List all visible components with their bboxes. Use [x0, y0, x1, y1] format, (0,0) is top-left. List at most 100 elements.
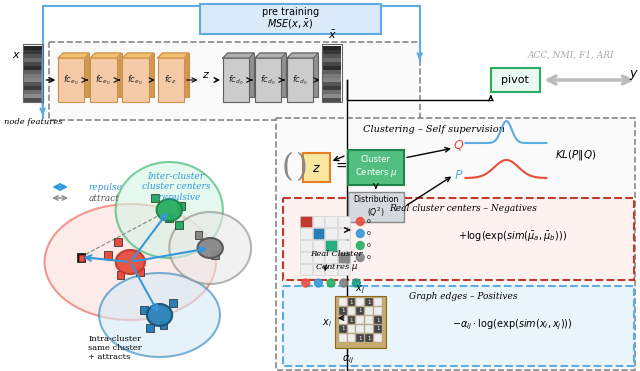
Text: Real cluster centers – Negatives: Real cluster centers – Negatives — [390, 204, 538, 213]
Bar — [323, 66, 340, 69]
Ellipse shape — [340, 279, 348, 287]
Bar — [323, 50, 340, 53]
Text: 0: 0 — [367, 255, 371, 260]
Bar — [24, 82, 42, 85]
Bar — [365, 298, 373, 306]
Text: $fc_{e_0}$: $fc_{e_0}$ — [63, 73, 79, 87]
Text: 1: 1 — [376, 318, 380, 322]
Bar — [300, 240, 312, 251]
Bar — [300, 228, 312, 239]
Bar — [491, 68, 540, 92]
Text: =: = — [336, 160, 348, 174]
Bar — [356, 316, 364, 324]
Bar — [24, 94, 42, 98]
Bar — [24, 70, 42, 73]
Bar — [24, 86, 42, 89]
Text: ): ) — [296, 152, 308, 184]
Bar — [374, 325, 381, 333]
Text: $Q$: $Q$ — [453, 138, 465, 152]
Text: (: ( — [281, 152, 293, 184]
Text: pre training
$MSE(x,\bar{x})$: pre training $MSE(x,\bar{x})$ — [262, 7, 319, 32]
Bar — [323, 82, 340, 85]
Bar — [260, 53, 286, 97]
Text: Clustering – Self supervision: Clustering – Self supervision — [364, 125, 505, 134]
Bar — [374, 307, 381, 315]
Text: 1: 1 — [341, 309, 344, 313]
Ellipse shape — [169, 212, 251, 284]
Bar — [90, 58, 116, 102]
Ellipse shape — [353, 279, 360, 287]
Bar — [127, 53, 154, 97]
Bar — [356, 325, 364, 333]
Bar — [323, 78, 340, 82]
Bar — [79, 255, 84, 261]
Bar — [58, 58, 84, 102]
Bar — [284, 286, 634, 366]
Ellipse shape — [356, 230, 364, 237]
Text: $z$: $z$ — [202, 70, 211, 80]
Bar — [151, 194, 159, 202]
Text: $x$: $x$ — [12, 50, 21, 60]
Bar — [374, 316, 381, 324]
Bar — [338, 228, 349, 239]
Polygon shape — [122, 53, 154, 58]
Ellipse shape — [327, 279, 335, 287]
Bar — [323, 98, 340, 102]
Bar — [365, 316, 373, 324]
Bar — [23, 44, 43, 102]
Text: $x_i$: $x_i$ — [322, 317, 332, 329]
Ellipse shape — [356, 217, 364, 226]
Bar — [323, 94, 340, 98]
Bar — [223, 58, 249, 102]
Bar — [175, 221, 183, 229]
Bar — [323, 62, 340, 66]
Bar — [348, 150, 404, 185]
Bar — [365, 334, 373, 342]
Ellipse shape — [198, 238, 223, 258]
Bar — [312, 228, 324, 239]
Bar — [300, 216, 312, 227]
Bar — [338, 264, 349, 275]
Bar — [157, 58, 184, 102]
Bar — [325, 216, 337, 227]
Text: Distribution
$(Q^2)$: Distribution $(Q^2)$ — [353, 195, 399, 219]
Bar — [77, 253, 86, 262]
Ellipse shape — [116, 162, 223, 258]
Text: $+\log(\exp(sim(\bar{\mu}_a, \bar{\mu}_b)))$: $+\log(\exp(sim(\bar{\mu}_a, \bar{\mu}_b… — [458, 230, 567, 244]
Ellipse shape — [147, 304, 172, 326]
Text: ACC, NMI, F1, ARI: ACC, NMI, F1, ARI — [527, 50, 614, 59]
Bar — [323, 46, 340, 49]
Bar — [303, 153, 330, 182]
Text: $z$: $z$ — [312, 161, 321, 174]
Bar — [292, 53, 318, 97]
Bar — [374, 334, 381, 342]
Bar — [325, 240, 337, 251]
Text: 1: 1 — [358, 335, 362, 341]
Bar — [312, 216, 324, 227]
Bar — [323, 86, 340, 89]
Bar — [255, 58, 282, 102]
Text: 0: 0 — [367, 243, 371, 248]
Bar — [24, 90, 42, 93]
Bar — [323, 74, 340, 78]
Bar — [335, 296, 385, 348]
Bar — [24, 62, 42, 66]
Bar — [348, 316, 355, 324]
Bar — [24, 66, 42, 69]
Bar — [300, 252, 312, 263]
Bar — [116, 271, 124, 279]
Bar — [165, 214, 173, 222]
Bar — [365, 325, 373, 333]
Ellipse shape — [116, 250, 145, 274]
Polygon shape — [255, 53, 286, 58]
Polygon shape — [287, 53, 318, 58]
Bar — [24, 46, 42, 49]
Bar — [323, 58, 340, 62]
Bar — [159, 321, 167, 329]
Text: 1: 1 — [341, 326, 344, 332]
Bar — [356, 307, 364, 315]
Bar — [276, 118, 635, 370]
Bar — [140, 306, 148, 314]
Text: attract: attract — [88, 194, 119, 203]
Bar — [24, 50, 42, 53]
